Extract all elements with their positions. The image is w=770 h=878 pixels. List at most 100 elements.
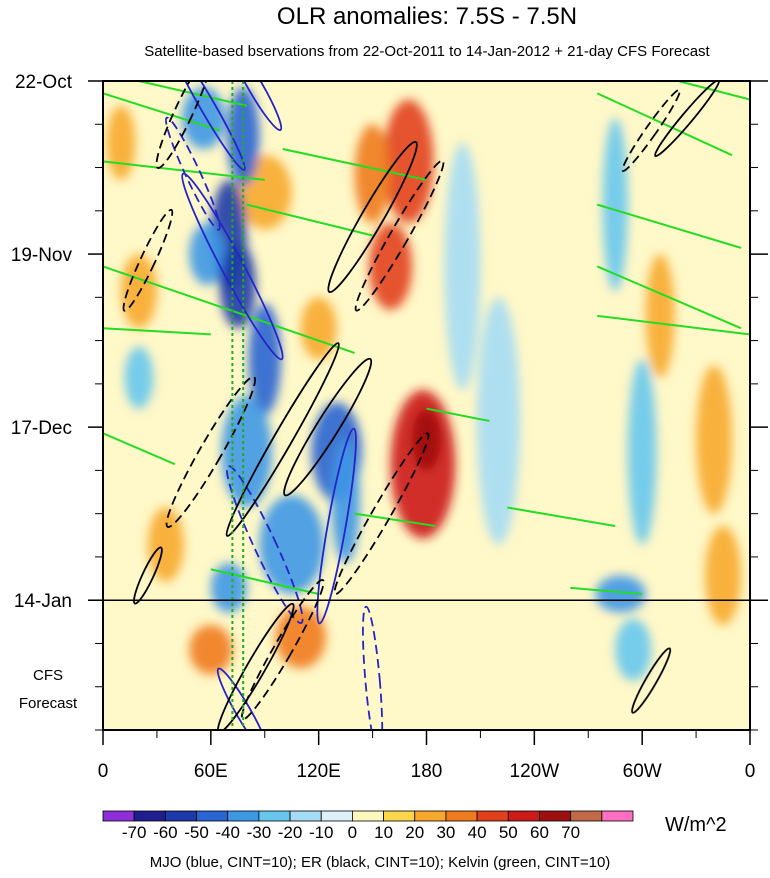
x-tick-label: 0 [98, 761, 109, 782]
colorbar-swatch [133, 810, 166, 822]
convective-anomaly [248, 303, 281, 415]
er-contour [155, 81, 213, 169]
colorbar-label: -60 [153, 823, 178, 842]
dry-anomaly [189, 624, 233, 675]
colorbar-swatch [164, 810, 197, 822]
colorbar-label: -50 [184, 823, 209, 842]
dry-anomaly [120, 254, 157, 329]
colorbar-swatch [507, 810, 540, 822]
kelvin-contour [507, 506, 616, 528]
y-tick-label: 22-Oct [15, 72, 73, 93]
colorbar-label: -40 [215, 823, 240, 842]
colorbar-label: -70 [122, 823, 147, 842]
kelvin-contour [282, 148, 427, 181]
convective-anomaly [221, 396, 272, 508]
x-tick-label: 0 [745, 761, 756, 782]
kelvin-contour [596, 92, 733, 157]
chart-subtitle: Satellite-based bservations from 22-Oct-… [144, 43, 710, 60]
colorbar-label: -30 [247, 823, 272, 842]
dry-anomaly [354, 124, 391, 224]
forecast-label-line2: Forecast [19, 695, 78, 712]
colorbar-label: 40 [468, 823, 487, 842]
colorbar-label: 70 [561, 823, 580, 842]
kelvin-contour [597, 314, 750, 336]
wave-contours [103, 81, 750, 730]
kelvin-contour [426, 407, 490, 422]
er-contour [122, 208, 174, 312]
colorbar-swatch [289, 810, 322, 822]
colorbar-swatch [476, 810, 509, 822]
forecast-label-line1: CFS [33, 667, 63, 684]
colorbar-label: 30 [436, 823, 455, 842]
kelvin-contour [246, 203, 373, 237]
convective-anomaly [627, 359, 657, 545]
dry-anomaly [412, 408, 441, 471]
colorbar-swatch [352, 810, 384, 822]
colorbar-swatch [227, 810, 260, 822]
dry-anomaly [300, 297, 337, 360]
er-contour [165, 375, 256, 528]
mjo-contour [165, 116, 221, 231]
y-tick-label: 14-Jan [14, 591, 72, 612]
x-axis: 0 60E 120E 180 120W 60W 0 [98, 730, 756, 782]
mjo-contour [181, 172, 284, 361]
colorbar-swatch [196, 810, 229, 822]
kelvin-contour [596, 203, 742, 249]
dry-anomaly [383, 99, 434, 224]
convective-anomaly [615, 618, 652, 681]
colorbar-swatch [320, 810, 353, 822]
dry-anomaly [645, 254, 675, 378]
colorbar-swatch [383, 810, 416, 822]
mjo-contour [362, 605, 384, 730]
colorbar-swatch [445, 810, 478, 822]
convective-anomaly [219, 241, 256, 329]
x-tick-label: 60E [194, 761, 228, 782]
dry-anomaly [696, 365, 733, 514]
mjo-contour [229, 81, 283, 132]
dry-anomaly [147, 507, 184, 582]
kelvin-contour [103, 432, 176, 466]
colorbar-label: 50 [499, 823, 518, 842]
convective-anomaly [595, 575, 646, 613]
colorbar-label: 0 [348, 823, 357, 842]
colorbar-label: 20 [405, 823, 424, 842]
er-contour [133, 546, 163, 605]
kelvin-contour [570, 586, 643, 596]
x-tick-label: 120E [296, 761, 340, 782]
dry-anomaly [705, 526, 742, 625]
colorbar-unit: W/m^2 [665, 814, 727, 836]
colorbar-swatch [258, 810, 291, 822]
colorbar-swatch [570, 810, 603, 822]
mjo-contour [225, 465, 304, 625]
er-contour [327, 140, 418, 294]
convective-anomaly [444, 142, 481, 391]
er-contour [333, 432, 430, 595]
colorbar-label: -20 [278, 823, 303, 842]
colorbar-label: -10 [309, 823, 334, 842]
er-contour [240, 579, 325, 721]
colorbar-swatch [539, 810, 572, 822]
kelvin-contour [210, 568, 319, 595]
kelvin-contour [354, 512, 436, 528]
colorbar-label: 60 [530, 823, 549, 842]
kelvin-contour [596, 265, 742, 330]
colorbar-swatch [102, 810, 135, 822]
y-tick-label: 17-Dec [11, 418, 72, 439]
er-contour [621, 88, 681, 172]
er-contour [216, 602, 295, 730]
y-axis: 22-Oct 19-Nov 17-Dec 14-Jan [11, 72, 768, 731]
kelvin-contour [103, 327, 211, 336]
chart-title: OLR anomalies: 7.5S - 7.5N [277, 3, 577, 30]
convective-anomaly [259, 495, 325, 595]
er-contour [654, 81, 721, 158]
chart-footer: MJO (blue, CINT=10); ER (black, CINT=10)… [150, 854, 611, 871]
kelvin-contour [103, 92, 221, 132]
er-contour [283, 357, 373, 497]
er-contour [354, 159, 445, 312]
x-tick-label: 60W [623, 761, 662, 782]
plot-area [102, 80, 751, 731]
mjo-contour [168, 81, 246, 171]
y-tick-label: 19-Nov [11, 245, 73, 266]
x-tick-label: 120W [510, 761, 560, 782]
